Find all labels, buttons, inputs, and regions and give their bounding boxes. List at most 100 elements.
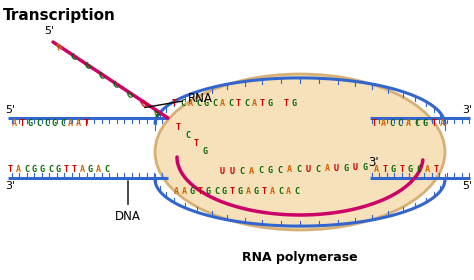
Text: 3': 3' <box>368 155 379 169</box>
Text: C: C <box>277 166 282 175</box>
Text: C: C <box>111 80 121 91</box>
Text: C: C <box>389 120 394 129</box>
Text: G: G <box>203 148 208 157</box>
Text: U: U <box>229 167 235 176</box>
Text: T: T <box>260 99 265 109</box>
Text: G: G <box>32 165 37 174</box>
Text: A: A <box>325 164 329 173</box>
Text: U: U <box>139 99 149 110</box>
Text: A: A <box>174 186 179 195</box>
Text: G: G <box>88 165 93 174</box>
Text: G: G <box>391 165 396 174</box>
Text: RNA: RNA <box>145 92 213 108</box>
Text: C: C <box>97 71 107 81</box>
Text: A: A <box>286 165 292 174</box>
Text: T: T <box>84 120 89 129</box>
Text: C: C <box>60 120 65 129</box>
Text: C: C <box>180 99 185 109</box>
Text: G: G <box>292 99 297 109</box>
Text: C: C <box>104 165 109 174</box>
Text: C: C <box>417 165 421 174</box>
Text: G: G <box>408 165 413 174</box>
Text: C: C <box>315 165 320 174</box>
Text: RNA polymerase: RNA polymerase <box>242 251 358 265</box>
Text: U: U <box>220 167 225 176</box>
Text: G: G <box>222 186 227 195</box>
Text: T: T <box>20 120 25 129</box>
Text: Transcription: Transcription <box>3 8 116 23</box>
Text: G: G <box>423 120 428 129</box>
Text: T: T <box>372 120 377 129</box>
Text: T: T <box>172 99 177 109</box>
Text: A: A <box>12 120 17 129</box>
Text: U: U <box>334 164 339 173</box>
Text: 5': 5' <box>5 105 15 115</box>
Text: C: C <box>44 120 49 129</box>
Text: C: C <box>244 99 249 109</box>
Text: A: A <box>406 120 411 129</box>
Text: T: T <box>236 99 241 109</box>
Text: T: T <box>194 139 199 148</box>
Text: G: G <box>125 90 135 100</box>
Text: T: T <box>198 186 203 195</box>
Text: A: A <box>425 165 430 174</box>
Text: 3': 3' <box>462 105 472 115</box>
Text: C: C <box>48 165 53 174</box>
Text: A: A <box>286 186 291 195</box>
Text: C: C <box>214 186 219 195</box>
Text: 5': 5' <box>44 26 54 36</box>
Text: T: T <box>8 165 13 174</box>
Text: T: T <box>284 99 289 109</box>
Text: A: A <box>248 167 254 176</box>
Text: G: G <box>56 165 61 174</box>
Text: A: A <box>374 165 379 174</box>
Text: A: A <box>182 186 187 195</box>
Text: C: C <box>258 166 263 175</box>
Text: C: C <box>212 99 217 109</box>
Text: A: A <box>440 120 445 129</box>
Text: 3': 3' <box>5 181 15 191</box>
Text: G: G <box>204 99 209 109</box>
Text: G: G <box>28 120 33 129</box>
Text: C: C <box>294 186 299 195</box>
Text: G: G <box>267 166 273 175</box>
Text: G: G <box>268 99 273 109</box>
Text: C: C <box>185 132 190 141</box>
Text: C: C <box>228 99 233 109</box>
Text: 5': 5' <box>462 181 472 191</box>
Text: C: C <box>24 165 29 174</box>
Text: G: G <box>83 61 93 72</box>
Text: C: C <box>239 167 244 176</box>
Text: A: A <box>16 165 21 174</box>
Text: T: T <box>176 123 181 132</box>
Text: C: C <box>414 120 419 129</box>
Text: T: T <box>230 186 235 195</box>
Text: C: C <box>398 120 402 129</box>
Text: U: U <box>353 163 358 172</box>
Text: A: A <box>246 186 251 195</box>
Text: T: T <box>64 165 69 174</box>
Text: A: A <box>153 109 163 119</box>
Text: A: A <box>96 165 101 174</box>
Text: A: A <box>220 99 225 109</box>
Text: C: C <box>69 52 79 62</box>
Text: G: G <box>52 120 57 129</box>
Text: G: G <box>206 186 211 195</box>
Text: A: A <box>381 120 385 129</box>
Text: U: U <box>306 165 310 174</box>
Text: T: T <box>400 165 404 174</box>
Text: G: G <box>190 186 195 195</box>
Text: T: T <box>262 186 267 195</box>
Text: T: T <box>72 165 77 174</box>
Text: G: G <box>363 163 367 172</box>
Text: A: A <box>76 120 81 129</box>
Text: A: A <box>270 186 275 195</box>
Text: G: G <box>40 165 45 174</box>
Text: DNA: DNA <box>115 181 141 223</box>
Text: A: A <box>252 99 257 109</box>
Text: A: A <box>68 120 73 129</box>
Text: A: A <box>80 165 85 174</box>
Text: G: G <box>238 186 243 195</box>
Text: A: A <box>55 42 65 53</box>
Text: G: G <box>254 186 259 195</box>
